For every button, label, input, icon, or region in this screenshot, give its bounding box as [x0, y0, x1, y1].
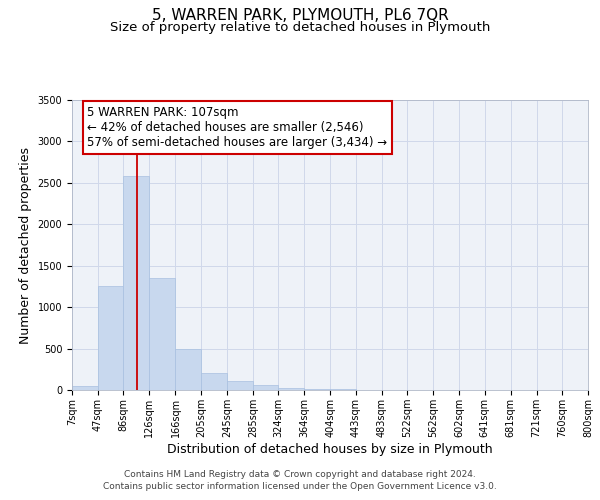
Text: 5, WARREN PARK, PLYMOUTH, PL6 7QR: 5, WARREN PARK, PLYMOUTH, PL6 7QR	[152, 8, 448, 22]
Bar	[149, 278, 175, 390]
Bar	[278, 388, 304, 390]
Text: Distribution of detached houses by size in Plymouth: Distribution of detached houses by size …	[167, 442, 493, 456]
Bar	[201, 374, 227, 390]
Bar	[227, 381, 253, 390]
Bar	[175, 348, 201, 390]
Bar	[331, 389, 356, 390]
Text: Size of property relative to detached houses in Plymouth: Size of property relative to detached ho…	[110, 21, 490, 34]
Bar	[124, 176, 149, 390]
Bar	[98, 286, 124, 390]
Text: Contains HM Land Registry data © Crown copyright and database right 2024.: Contains HM Land Registry data © Crown c…	[124, 470, 476, 479]
Text: 5 WARREN PARK: 107sqm
← 42% of detached houses are smaller (2,546)
57% of semi-d: 5 WARREN PARK: 107sqm ← 42% of detached …	[88, 106, 388, 149]
Bar	[304, 389, 331, 390]
Bar	[253, 386, 278, 390]
Y-axis label: Number of detached properties: Number of detached properties	[19, 146, 32, 344]
Text: Contains public sector information licensed under the Open Government Licence v3: Contains public sector information licen…	[103, 482, 497, 491]
Bar	[72, 386, 98, 390]
